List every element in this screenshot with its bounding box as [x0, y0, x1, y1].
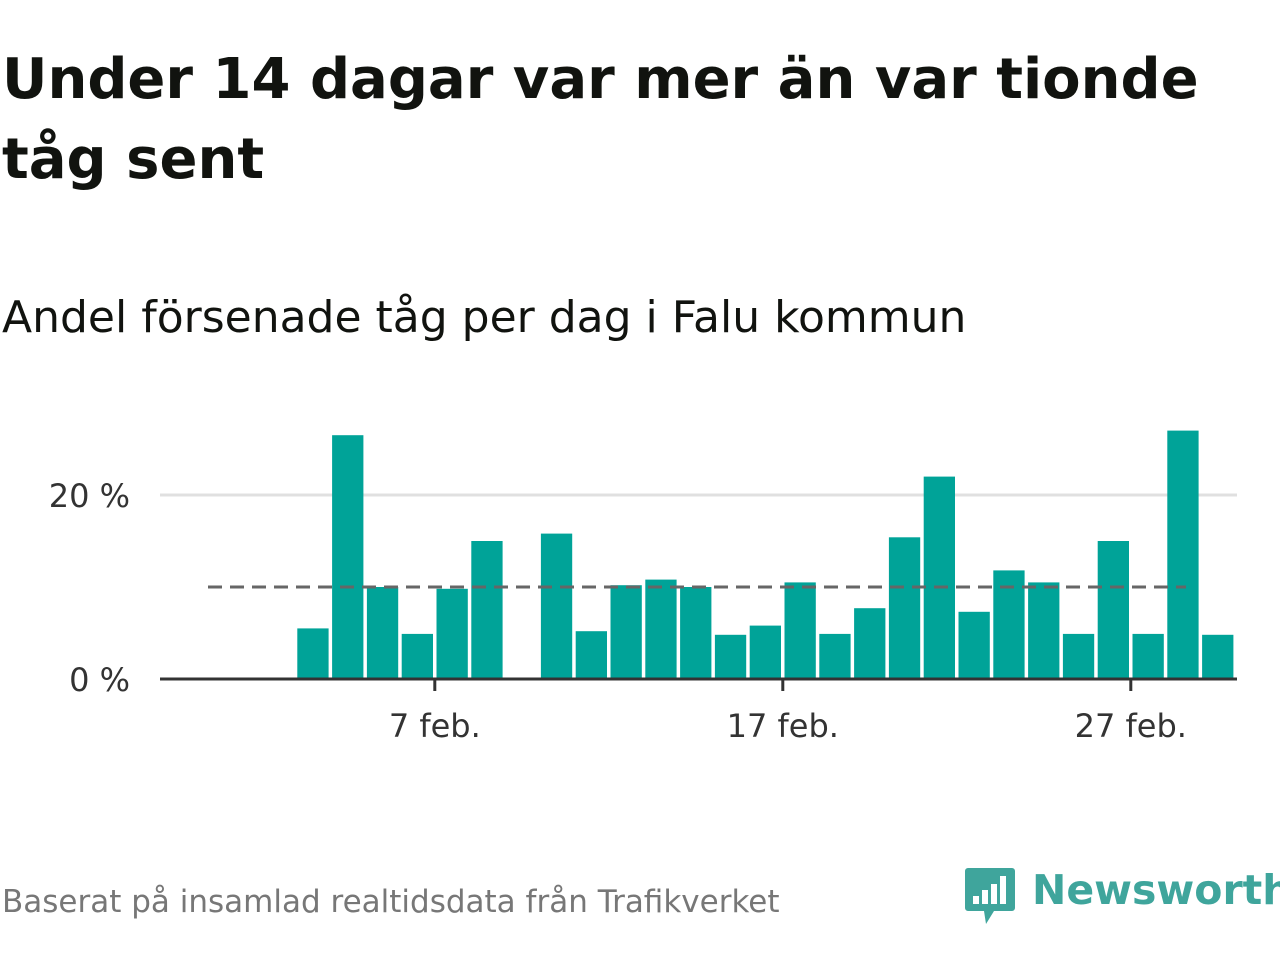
bar — [436, 588, 468, 679]
chart-subtitle: Andel försenade tåg per dag i Falu kommu… — [2, 292, 967, 343]
bar — [714, 634, 747, 679]
bar — [366, 587, 399, 679]
chart-title: Under 14 dagar var mer än var tionde tåg… — [2, 47, 1199, 192]
axes: 7 feb. 17 feb. 27 feb. — [160, 677, 1237, 745]
bar — [680, 587, 712, 679]
source-note: Baserat på insamlad realtidsdata från Tr… — [2, 884, 780, 920]
bar — [1028, 582, 1060, 679]
bar — [888, 537, 921, 679]
bar — [297, 628, 329, 679]
brand-name: Newsworthy — [1032, 866, 1280, 914]
bar — [1062, 633, 1095, 679]
bar — [923, 476, 955, 679]
bar — [749, 625, 781, 679]
bar — [854, 608, 886, 679]
y-tick-label: 0 % — [69, 661, 130, 699]
bar — [958, 611, 990, 679]
bar — [471, 541, 503, 679]
brand-logo: Newsworthy — [964, 864, 1280, 928]
bar — [1097, 541, 1129, 679]
bar — [784, 582, 816, 679]
bar — [819, 633, 851, 679]
bar — [1167, 430, 1199, 679]
bar — [1202, 634, 1234, 679]
newsworthy-logo-icon — [965, 868, 1015, 924]
bar — [575, 631, 607, 679]
y-tick-label: 20 % — [49, 477, 130, 515]
bar — [332, 435, 364, 679]
bar — [1132, 633, 1164, 679]
bar — [540, 533, 573, 679]
bar — [610, 585, 642, 679]
bar — [645, 579, 677, 679]
x-tick-label: 27 feb. — [1075, 707, 1187, 745]
x-tick-label: 17 feb. — [727, 707, 839, 745]
bars — [297, 430, 1234, 679]
bar — [401, 633, 433, 679]
x-tick-label: 7 feb. — [389, 707, 481, 745]
